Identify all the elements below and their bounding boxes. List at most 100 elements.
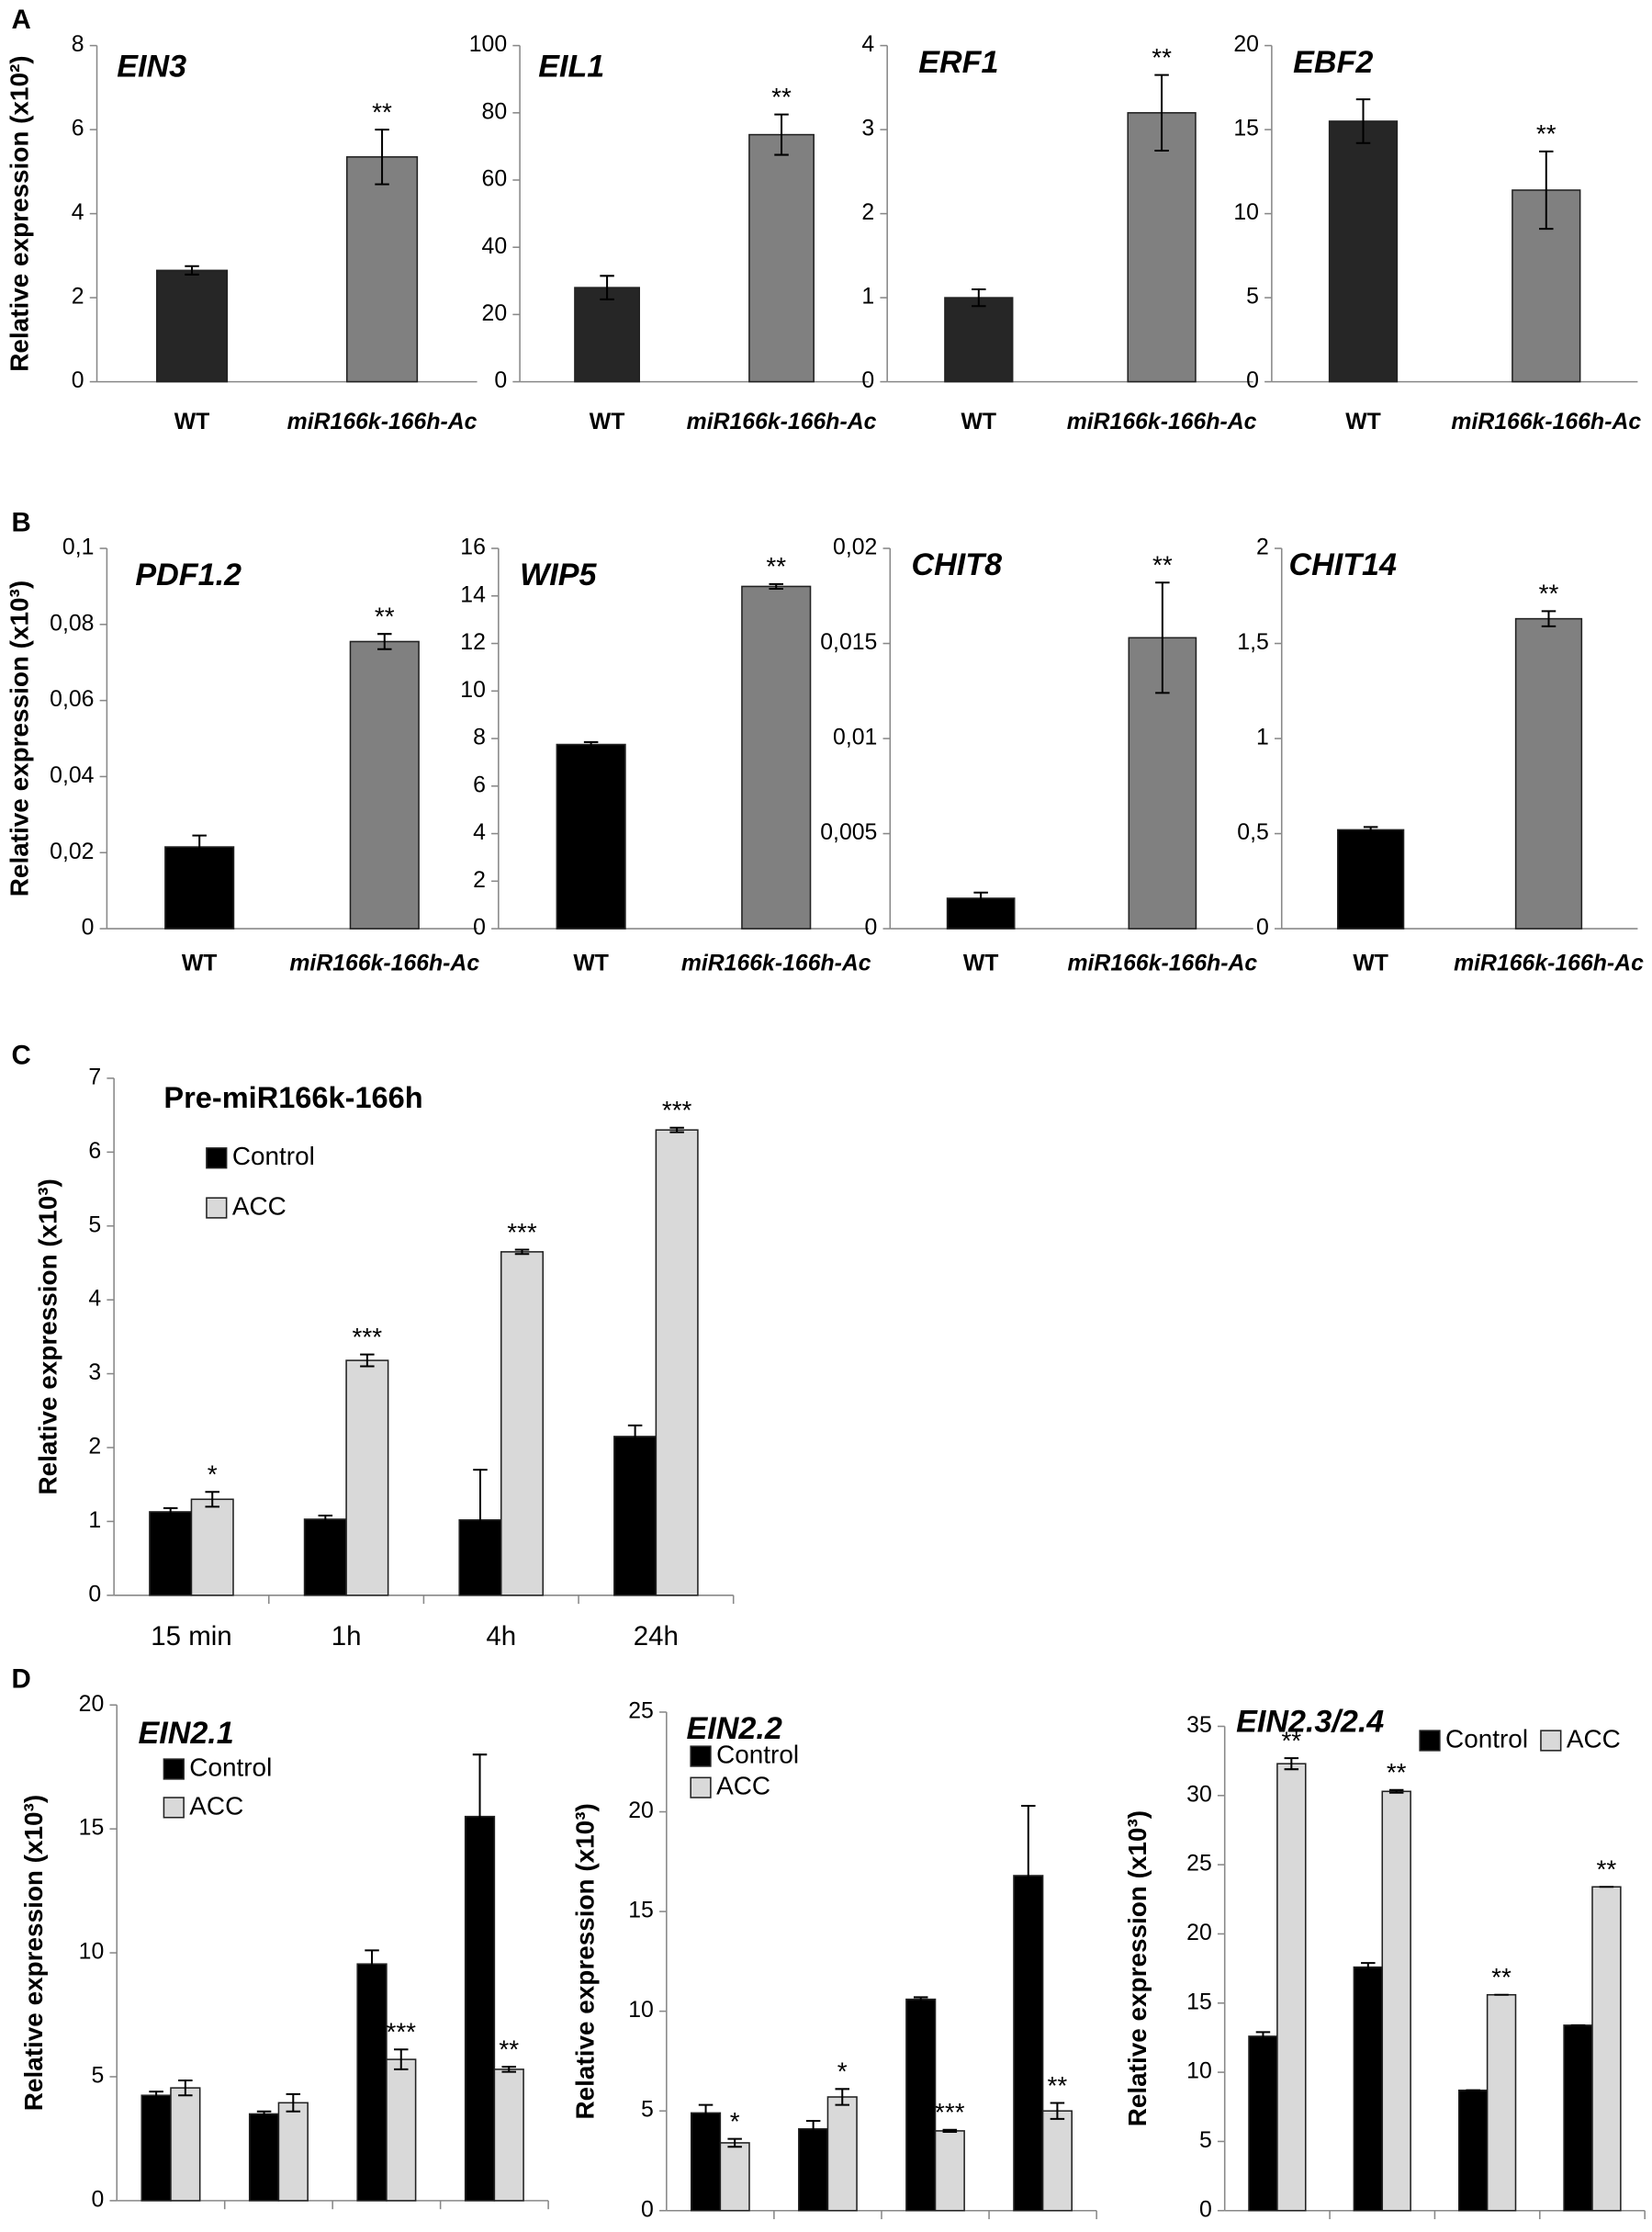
error-bar <box>375 129 389 186</box>
significance: ** <box>1387 1758 1407 1787</box>
error-bar <box>501 2066 516 2073</box>
significance: ** <box>1491 1963 1512 1991</box>
legend-label: Control <box>716 1740 799 1768</box>
y-tick-label: 20 <box>1233 32 1259 57</box>
significance: *** <box>386 2018 416 2046</box>
significance: * <box>837 2057 848 2086</box>
x-tick-label: WT <box>1345 410 1381 434</box>
significance: ** <box>499 2035 519 2063</box>
y-tick-label: 0,06 <box>50 687 94 712</box>
error-bar <box>942 2128 958 2133</box>
y-tick-label: 40 <box>482 234 508 259</box>
y-tick-label: 6 <box>88 1139 101 1164</box>
y-tick-label: 20 <box>1186 1921 1212 1945</box>
legend-label: ACC <box>232 1191 287 1220</box>
panel-label: B <box>11 507 30 537</box>
y-tick-label: 2 <box>72 285 84 310</box>
x-tick-label: 1h <box>264 2229 294 2232</box>
y-tick-label: 2 <box>473 868 486 893</box>
y-tick-label: 0 <box>641 2197 654 2222</box>
x-tick-label: WT <box>182 951 218 975</box>
error-bar <box>360 1353 375 1368</box>
y-tick-label: 60 <box>482 167 508 192</box>
significance: *** <box>935 2098 965 2126</box>
error-bar <box>286 2092 301 2113</box>
bar <box>190 1498 234 1596</box>
y-tick-label: 10 <box>628 1998 654 2023</box>
significance: ** <box>1152 551 1173 580</box>
legend-label: ACC <box>189 1791 243 1820</box>
chart-title: EIN2.2 <box>687 1711 782 1746</box>
y-tick-label: 0 <box>91 2187 104 2212</box>
chart-title: PDF1.2 <box>135 558 242 592</box>
significance: *** <box>353 1323 383 1351</box>
y-axis-label: Relative expression (x10³) <box>570 1803 599 2119</box>
x-tick-label: miR166k-166h-Ac <box>687 410 877 434</box>
bar <box>1457 2089 1489 2212</box>
y-tick-label: 20 <box>482 301 508 326</box>
bar <box>356 1963 388 2202</box>
y-tick-label: 5 <box>88 1212 101 1237</box>
significance: ** <box>375 603 395 631</box>
x-tick-label: miR166k-166h-Ac <box>1067 951 1257 975</box>
chart-title: ERF1 <box>918 45 998 80</box>
legend-swatch <box>1540 1730 1562 1752</box>
y-tick-label: 4 <box>473 820 486 845</box>
y-axis-label: Relative expression (x10³) <box>19 1795 48 2111</box>
y-tick-label: 1 <box>1256 726 1269 750</box>
error-bar <box>973 891 988 906</box>
panel-label: D <box>11 1664 30 1695</box>
error-bar <box>698 2103 714 2123</box>
significance: *** <box>507 1218 537 1246</box>
y-tick-label: 0 <box>72 368 84 393</box>
bar <box>386 2058 417 2202</box>
y-tick-label: 16 <box>460 535 486 560</box>
bar <box>719 2142 750 2212</box>
error-bar <box>835 2088 849 2106</box>
bar <box>303 1518 347 1596</box>
error-bar <box>627 1424 643 1449</box>
significance: ** <box>1597 1855 1617 1884</box>
y-tick-label: 8 <box>473 726 486 750</box>
y-tick-label: 5 <box>641 2098 654 2123</box>
error-bar <box>1541 610 1556 627</box>
panel-label: C <box>11 1040 30 1070</box>
x-tick-label: miR166k-166h-Ac <box>289 951 479 975</box>
legend-label: Control <box>232 1142 315 1170</box>
chart-title: EBF2 <box>1293 45 1373 80</box>
y-tick-label: 0 <box>1199 2197 1212 2222</box>
error-bar <box>178 2080 193 2097</box>
bar <box>1514 617 1583 930</box>
error-bar <box>472 1753 488 1880</box>
y-tick-label: 1 <box>88 1508 101 1533</box>
bar <box>1276 1763 1307 2212</box>
error-bar <box>1154 73 1169 152</box>
error-bar <box>1021 1805 1036 1947</box>
bar <box>345 1359 389 1596</box>
y-tick-label: 1,5 <box>1237 630 1268 655</box>
y-tick-label: 5 <box>1199 2128 1212 2153</box>
y-tick-label: 0 <box>1246 368 1259 393</box>
error-bar <box>1355 98 1371 144</box>
y-tick-label: 4 <box>88 1287 101 1312</box>
significance: ** <box>771 83 792 111</box>
y-tick-label: 10 <box>1186 2059 1212 2084</box>
y-tick-label: 0,02 <box>833 535 877 560</box>
y-tick-label: 5 <box>1246 285 1259 310</box>
legend-label: Control <box>189 1753 272 1781</box>
x-tick-label: WT <box>1353 951 1388 975</box>
error-bar <box>256 2110 272 2118</box>
y-tick-label: 15 <box>1186 1990 1212 2014</box>
x-tick-label: 1h <box>332 1621 362 1651</box>
x-tick-label: 4h <box>372 2229 402 2232</box>
bar <box>826 2096 858 2212</box>
y-tick-label: 6 <box>473 772 486 797</box>
error-bar <box>1050 2102 1065 2120</box>
error-bar <box>972 287 986 308</box>
y-tick-label: 3 <box>861 117 874 141</box>
legend-label: ACC <box>716 1772 770 1800</box>
y-tick-label: 0,01 <box>833 726 877 750</box>
x-tick-label: miR166k-166h-Ac <box>1451 410 1641 434</box>
x-tick-label: WT <box>174 410 210 434</box>
chart-title: EIN3 <box>117 49 186 84</box>
